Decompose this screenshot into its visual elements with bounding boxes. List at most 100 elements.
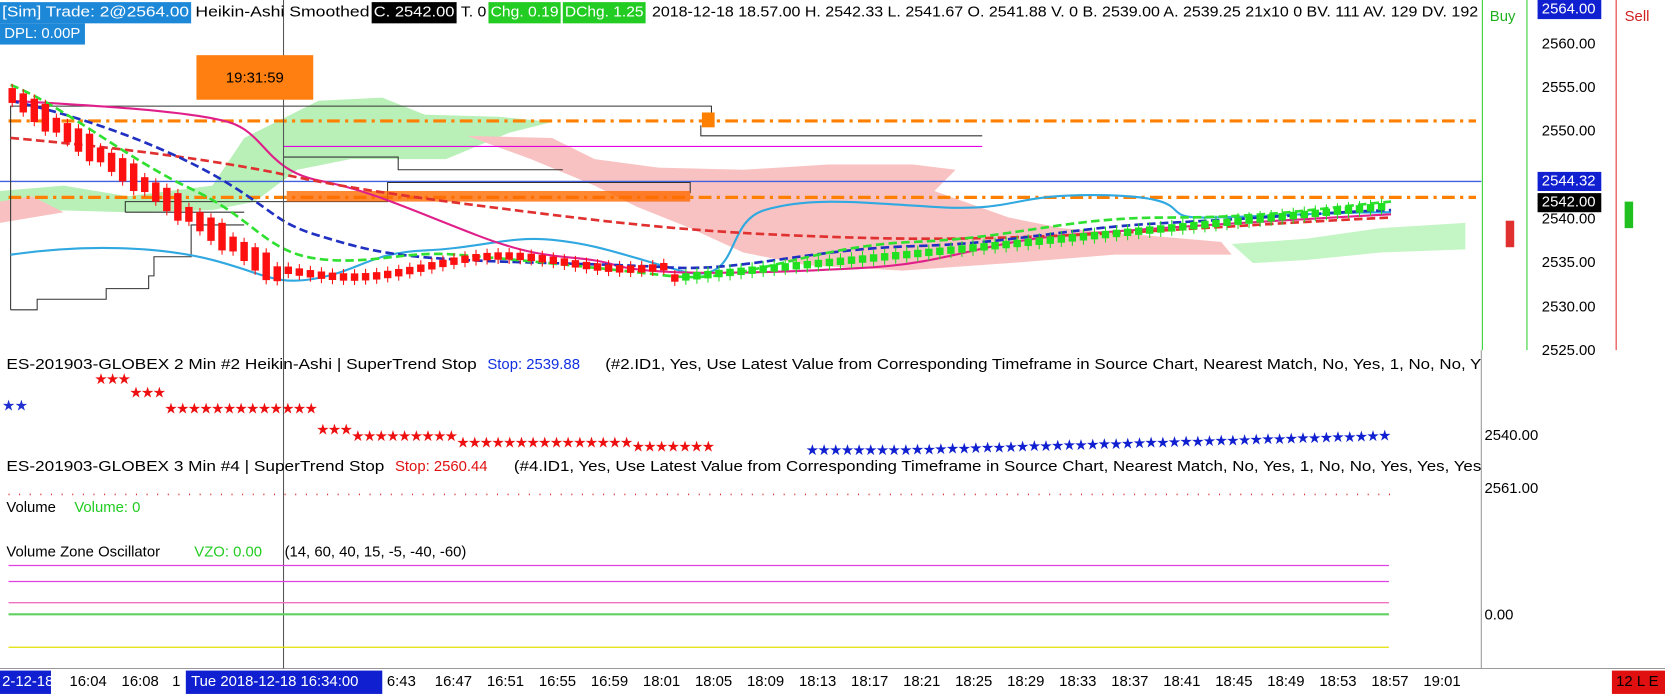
candle <box>428 262 436 270</box>
star: ★ <box>1156 435 1169 451</box>
star: ★ <box>491 435 504 451</box>
cloud-green <box>0 97 553 213</box>
candle <box>1046 236 1055 244</box>
price-badge <box>1537 193 1602 213</box>
candle <box>914 249 922 258</box>
star: ★ <box>690 440 703 456</box>
star: ★ <box>899 443 912 459</box>
star: ★ <box>538 435 551 451</box>
candle <box>1190 221 1198 230</box>
star: ★ <box>1343 430 1356 446</box>
star: ★ <box>176 401 189 417</box>
candle <box>980 243 988 251</box>
star: ★ <box>643 440 656 456</box>
candle <box>174 193 182 221</box>
vzo-levels <box>8 564 1389 648</box>
star: ★ <box>864 443 877 459</box>
label: 18:21 <box>903 674 940 690</box>
star: ★ <box>141 386 154 402</box>
candle <box>958 245 966 253</box>
star: ★ <box>561 435 574 451</box>
star: ★ <box>1203 434 1216 450</box>
candle <box>527 253 535 262</box>
candle <box>1002 240 1010 249</box>
label: 12 L E <box>1616 674 1659 690</box>
candle <box>560 258 569 266</box>
candle <box>295 268 304 276</box>
candle <box>417 264 425 272</box>
candle <box>1355 205 1364 213</box>
star: ★ <box>1296 431 1309 447</box>
candle <box>682 273 690 281</box>
star: ★ <box>281 401 294 417</box>
star: ★ <box>1331 430 1344 446</box>
candle <box>1311 209 1320 218</box>
label: 18:17 <box>851 674 888 690</box>
label: 2540.00 <box>1542 212 1596 228</box>
candle <box>615 265 624 273</box>
star: ★ <box>1109 437 1122 453</box>
star: ★ <box>106 372 119 388</box>
label: Volume: 0 <box>74 500 140 516</box>
candle <box>361 273 370 281</box>
candle <box>196 212 204 232</box>
candle <box>350 273 359 281</box>
label: DPL: 0.00P <box>4 26 80 42</box>
label: 18:53 <box>1319 674 1356 690</box>
candle <box>936 247 944 255</box>
star: ★ <box>1133 436 1146 452</box>
star: ★ <box>1320 430 1333 446</box>
star: ★ <box>410 429 423 445</box>
candle <box>1079 233 1088 241</box>
candle <box>494 252 502 260</box>
ma-blue <box>10 99 1392 270</box>
star: ★ <box>258 401 271 417</box>
candle <box>593 263 602 271</box>
candle <box>1333 207 1342 215</box>
mini-candles <box>1624 201 1634 229</box>
star: ★ <box>293 401 306 417</box>
candle <box>129 163 138 191</box>
label: 18:49 <box>1267 674 1304 690</box>
candle <box>1013 239 1021 248</box>
cursor-badge <box>185 670 383 694</box>
star: ★ <box>702 440 715 456</box>
candle <box>660 262 668 271</box>
label: 2561.00 <box>1484 481 1538 497</box>
candle <box>626 265 635 273</box>
star: ★ <box>817 443 830 459</box>
star: ★ <box>503 435 516 451</box>
candle <box>582 261 591 270</box>
label: Sell <box>1625 9 1650 25</box>
candle <box>52 117 61 133</box>
clock-badge <box>196 55 314 100</box>
star: ★ <box>1366 429 1379 445</box>
label: VZO: 0.00 <box>194 545 262 561</box>
candle <box>1322 208 1331 216</box>
candle <box>969 244 977 252</box>
ma-green <box>10 83 1392 279</box>
candles <box>8 83 1386 286</box>
candle <box>284 266 293 275</box>
star: ★ <box>188 401 201 417</box>
candle <box>185 206 193 222</box>
candle <box>1134 227 1143 235</box>
star: ★ <box>1179 435 1192 451</box>
candle <box>395 268 403 277</box>
star: ★ <box>1191 434 1204 450</box>
candle <box>207 217 215 241</box>
candle <box>649 264 657 272</box>
star: ★ <box>678 440 691 456</box>
label: 2542.00 <box>1542 195 1596 211</box>
star: ★ <box>328 423 341 439</box>
label: 19:31:59 <box>226 70 284 86</box>
candle <box>163 187 171 212</box>
candle <box>107 152 116 172</box>
label: Chg. 0.19 <box>491 5 559 21</box>
star: ★ <box>934 442 947 458</box>
star: ★ <box>876 443 889 459</box>
candle <box>218 222 226 251</box>
candle <box>1289 211 1297 220</box>
status-badge <box>1611 670 1665 694</box>
star: ★ <box>632 440 645 456</box>
